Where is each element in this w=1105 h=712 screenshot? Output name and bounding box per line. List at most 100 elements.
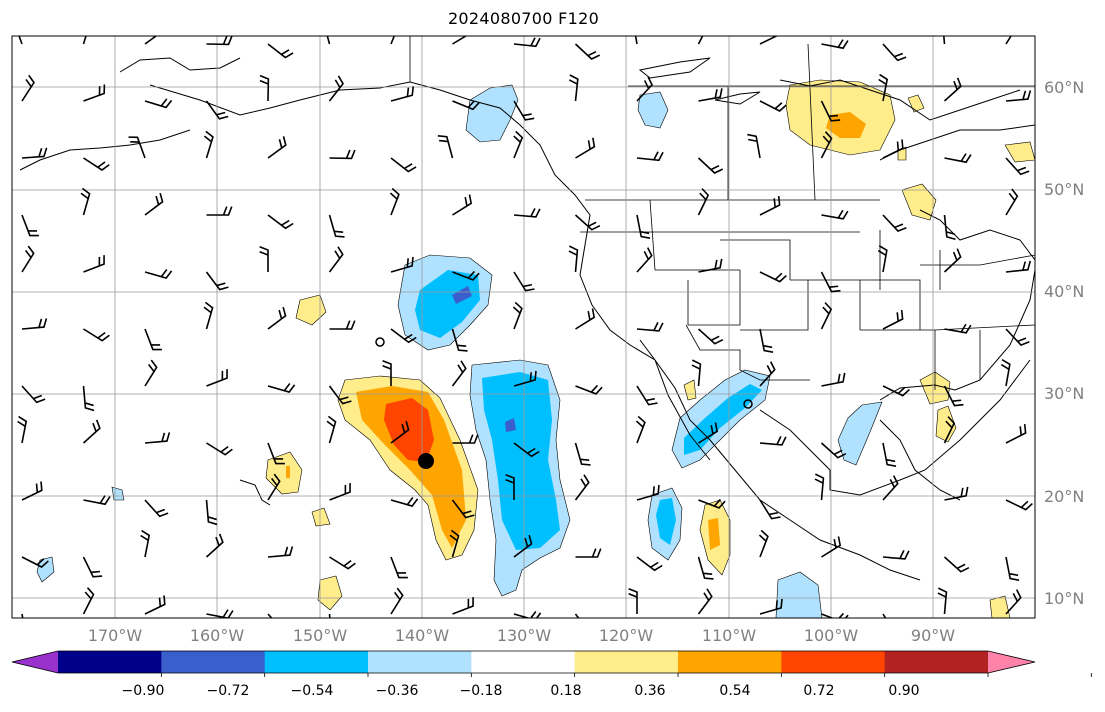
wind-barb [635,415,646,444]
wind-barb [267,306,287,330]
wind-barb [758,529,769,558]
wind-barb [144,359,158,387]
wind-barb [877,244,888,273]
wind-barb [513,370,537,387]
wind-barb [513,37,541,48]
wind-barb [513,534,533,558]
wind-barb [389,187,400,216]
wind-barb [759,195,781,216]
wind-barb [21,481,43,501]
wind-barb [636,214,651,239]
wind-barb [329,483,351,501]
wind-barb [821,39,849,50]
wind-barb [451,328,468,352]
wind-barb [698,422,719,444]
wind-barb [882,139,904,159]
wind-barb [821,372,846,387]
wind-barb [390,36,396,45]
wind-barb [747,133,761,159]
colorbar-segment [678,651,782,673]
wind-barb [140,529,151,558]
wind-barb [943,416,956,444]
wind-barb [452,100,480,111]
wind-barb [505,473,515,500]
wind-barb [697,188,710,216]
colorbar [11,650,1092,677]
wind-barb [882,385,910,397]
wind-barb [943,248,962,273]
wind-barb [144,328,162,351]
map-frame [11,35,1036,619]
lon-label: 100°W [803,626,859,645]
wind-barb [21,245,35,273]
wind-barb [267,546,294,558]
colorbar-tick-label: 0.72 [803,683,835,699]
wind-barb [267,136,287,159]
wind-barb [882,550,910,560]
wind-barb [759,271,787,283]
wind-barb [21,214,39,237]
wind-barb [944,486,969,501]
wind-barb [697,588,713,615]
wind-barb [390,497,419,507]
lon-label: 120°W [598,626,654,645]
colorbar-tick-label: −0.54 [290,683,334,699]
wind-barb [328,75,345,102]
wind-barb [329,556,356,570]
storm-center-marker [418,453,434,469]
wind-barb [636,556,663,572]
wind-barb [390,256,414,273]
wind-barb [944,323,972,334]
wind-barb [821,209,849,220]
lon-label: 160°W [189,626,245,645]
wind-barb [328,246,344,273]
wind-barb [513,271,535,292]
wind-barb [512,301,523,330]
wind-barb [206,609,234,618]
wind-barb [575,384,603,395]
lon-label: 170°W [87,626,143,645]
colorbar-extend-min [12,651,58,673]
wind-barb [1005,188,1019,216]
wind-barb [82,556,103,578]
lat-label: 20°N [1044,487,1085,506]
colorbar-segment [264,651,369,673]
wind-barb [17,415,28,444]
wind-barb [267,383,296,393]
wind-barb [636,151,664,162]
wind-barb [144,595,166,615]
wind-barb [759,100,787,112]
colorbar-outline [11,650,1036,674]
wind-barb [267,442,285,465]
lat-label: 10°N [1044,589,1085,608]
wind-barb [206,442,233,456]
wind-barb [144,36,158,45]
wind-barb [259,245,269,272]
wind-barb [390,420,410,444]
wind-barb [451,499,475,519]
wind-barb [513,100,535,121]
colorbar-segment [884,651,989,673]
wind-barb [451,360,467,387]
wind-barb [882,475,899,501]
wind-barb [759,361,776,387]
wind-barb [1005,589,1022,615]
wind-barb [390,86,415,102]
wind-barb [575,548,602,558]
wind-barb [943,77,962,102]
lat-label: 50°N [1044,180,1085,199]
wind-barb [820,271,841,293]
wind-barb [820,442,847,459]
wind-barb [329,149,356,160]
wind-barb [83,84,106,102]
wind-barb [82,385,95,412]
wind-barb [937,587,948,615]
wind-barb [437,134,454,159]
wind-barb [205,271,229,291]
wind-barb [882,309,904,330]
wind-barb [821,612,849,618]
wind-barb [513,208,541,218]
wind-barb [206,206,233,216]
wind-barb [634,36,638,45]
